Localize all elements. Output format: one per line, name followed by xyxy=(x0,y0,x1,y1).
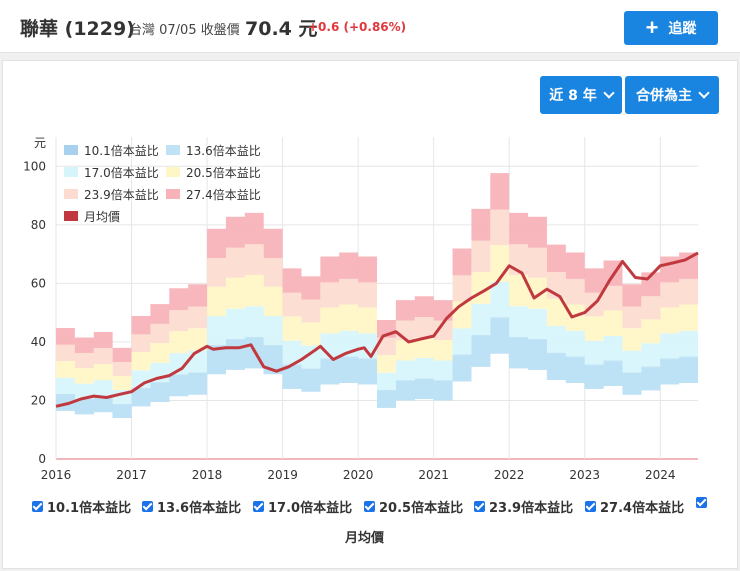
y-axis-unit: 元 xyxy=(34,136,46,150)
market-date-label: 台灣 07/05 收盤價 xyxy=(129,23,240,38)
series-toggle-label: 20.5倍本益比 xyxy=(379,501,464,516)
checkbox-checked-icon[interactable] xyxy=(474,501,485,512)
series-toggle[interactable]: 20.5倍本益比 xyxy=(364,497,463,516)
x-tick-label: 2018 xyxy=(192,468,223,482)
x-tick-label: 2019 xyxy=(267,468,298,482)
series-toggle-label: 13.6倍本益比 xyxy=(157,501,242,516)
legend-swatch xyxy=(64,145,78,155)
basis-label: 合併為主 xyxy=(636,88,692,104)
stock-name: 聯華 (1229) xyxy=(20,14,135,41)
legend-label: 月均價 xyxy=(84,210,120,224)
y-tick-label: 100 xyxy=(23,159,46,173)
x-tick-label: 2023 xyxy=(569,468,600,482)
series-toggle-label: 17.0倍本益比 xyxy=(268,501,353,516)
series-toggle[interactable]: 13.6倍本益比 xyxy=(142,497,241,516)
legend-label: 27.4倍本益比 xyxy=(186,187,261,202)
legend-label: 17.0倍本益比 xyxy=(84,165,159,180)
legend-swatch xyxy=(166,145,180,155)
legend-swatch xyxy=(166,167,180,177)
series-toggle[interactable]: 10.1倍本益比 xyxy=(32,497,131,516)
series-toggle[interactable] xyxy=(696,497,707,508)
stock-name-text: 聯華 xyxy=(20,18,59,40)
series-toggle-label-price: 月均價 xyxy=(345,531,385,546)
x-tick-label: 2022 xyxy=(494,468,525,482)
track-label: 追蹤 xyxy=(668,20,697,36)
x-tick-label: 2021 xyxy=(418,468,449,482)
checkbox-checked-icon[interactable] xyxy=(364,501,375,512)
monthly-price-line xyxy=(55,251,699,408)
close-price: 70.4 元 xyxy=(245,18,318,40)
series-toggle-label: 10.1倍本益比 xyxy=(47,501,132,516)
period-dropdown[interactable]: 近 8 年 xyxy=(540,76,622,114)
pe-band-20.5x xyxy=(56,245,698,391)
pe-band-23.9x xyxy=(56,209,698,376)
series-toggle[interactable]: 27.4倍本益比 xyxy=(585,497,684,516)
legend-swatch xyxy=(166,189,180,199)
pe-band-27.4x xyxy=(56,173,698,363)
y-tick-label: 80 xyxy=(31,218,46,232)
legend-label: 10.1倍本益比 xyxy=(84,143,159,158)
stock-header: 聯華 (1229) 台灣 07/05 收盤價 70.4 元 +0.6 (+0.8… xyxy=(0,0,740,53)
series-toggle-label: 27.4倍本益比 xyxy=(600,501,685,516)
x-tick-label: 2017 xyxy=(116,468,147,482)
y-tick-label: 0 xyxy=(38,452,46,466)
x-tick-label: 2024 xyxy=(645,468,676,482)
legend-swatch xyxy=(64,167,78,177)
y-tick-label: 60 xyxy=(31,276,46,290)
legend-label: 20.5倍本益比 xyxy=(186,165,261,180)
legend-swatch xyxy=(64,189,78,199)
checkbox-checked-icon[interactable] xyxy=(32,501,43,512)
series-toggle[interactable]: 23.9倍本益比 xyxy=(474,497,573,516)
checkbox-checked-icon[interactable] xyxy=(696,497,707,508)
y-tick-label: 40 xyxy=(31,335,46,349)
y-tick-label: 20 xyxy=(31,393,46,407)
basis-dropdown[interactable]: 合併為主 xyxy=(625,76,719,114)
checkbox-checked-icon[interactable] xyxy=(585,501,596,512)
x-tick-label: 2020 xyxy=(343,468,374,482)
x-tick-label: 2016 xyxy=(41,468,72,482)
price-change: +0.6 (+0.86%) xyxy=(308,20,407,34)
period-label: 近 8 年 xyxy=(549,88,597,104)
legend-label: 23.9倍本益比 xyxy=(84,187,159,202)
plus-icon: + xyxy=(645,15,659,40)
stock-code: (1229) xyxy=(64,18,135,40)
checkbox-checked-icon[interactable] xyxy=(253,501,264,512)
series-toggle-label: 23.9倍本益比 xyxy=(489,501,574,516)
series-toggle[interactable]: 17.0倍本益比 xyxy=(253,497,352,516)
legend-label: 13.6倍本益比 xyxy=(186,143,261,158)
series-toggle-row: 10.1倍本益比 13.6倍本益比 17.0倍本益比 20.5倍本益比 23.9倍本益比… xyxy=(32,497,722,517)
track-button[interactable]: + 追蹤 xyxy=(624,11,718,45)
legend-swatch xyxy=(64,211,78,221)
checkbox-checked-icon[interactable] xyxy=(142,501,153,512)
